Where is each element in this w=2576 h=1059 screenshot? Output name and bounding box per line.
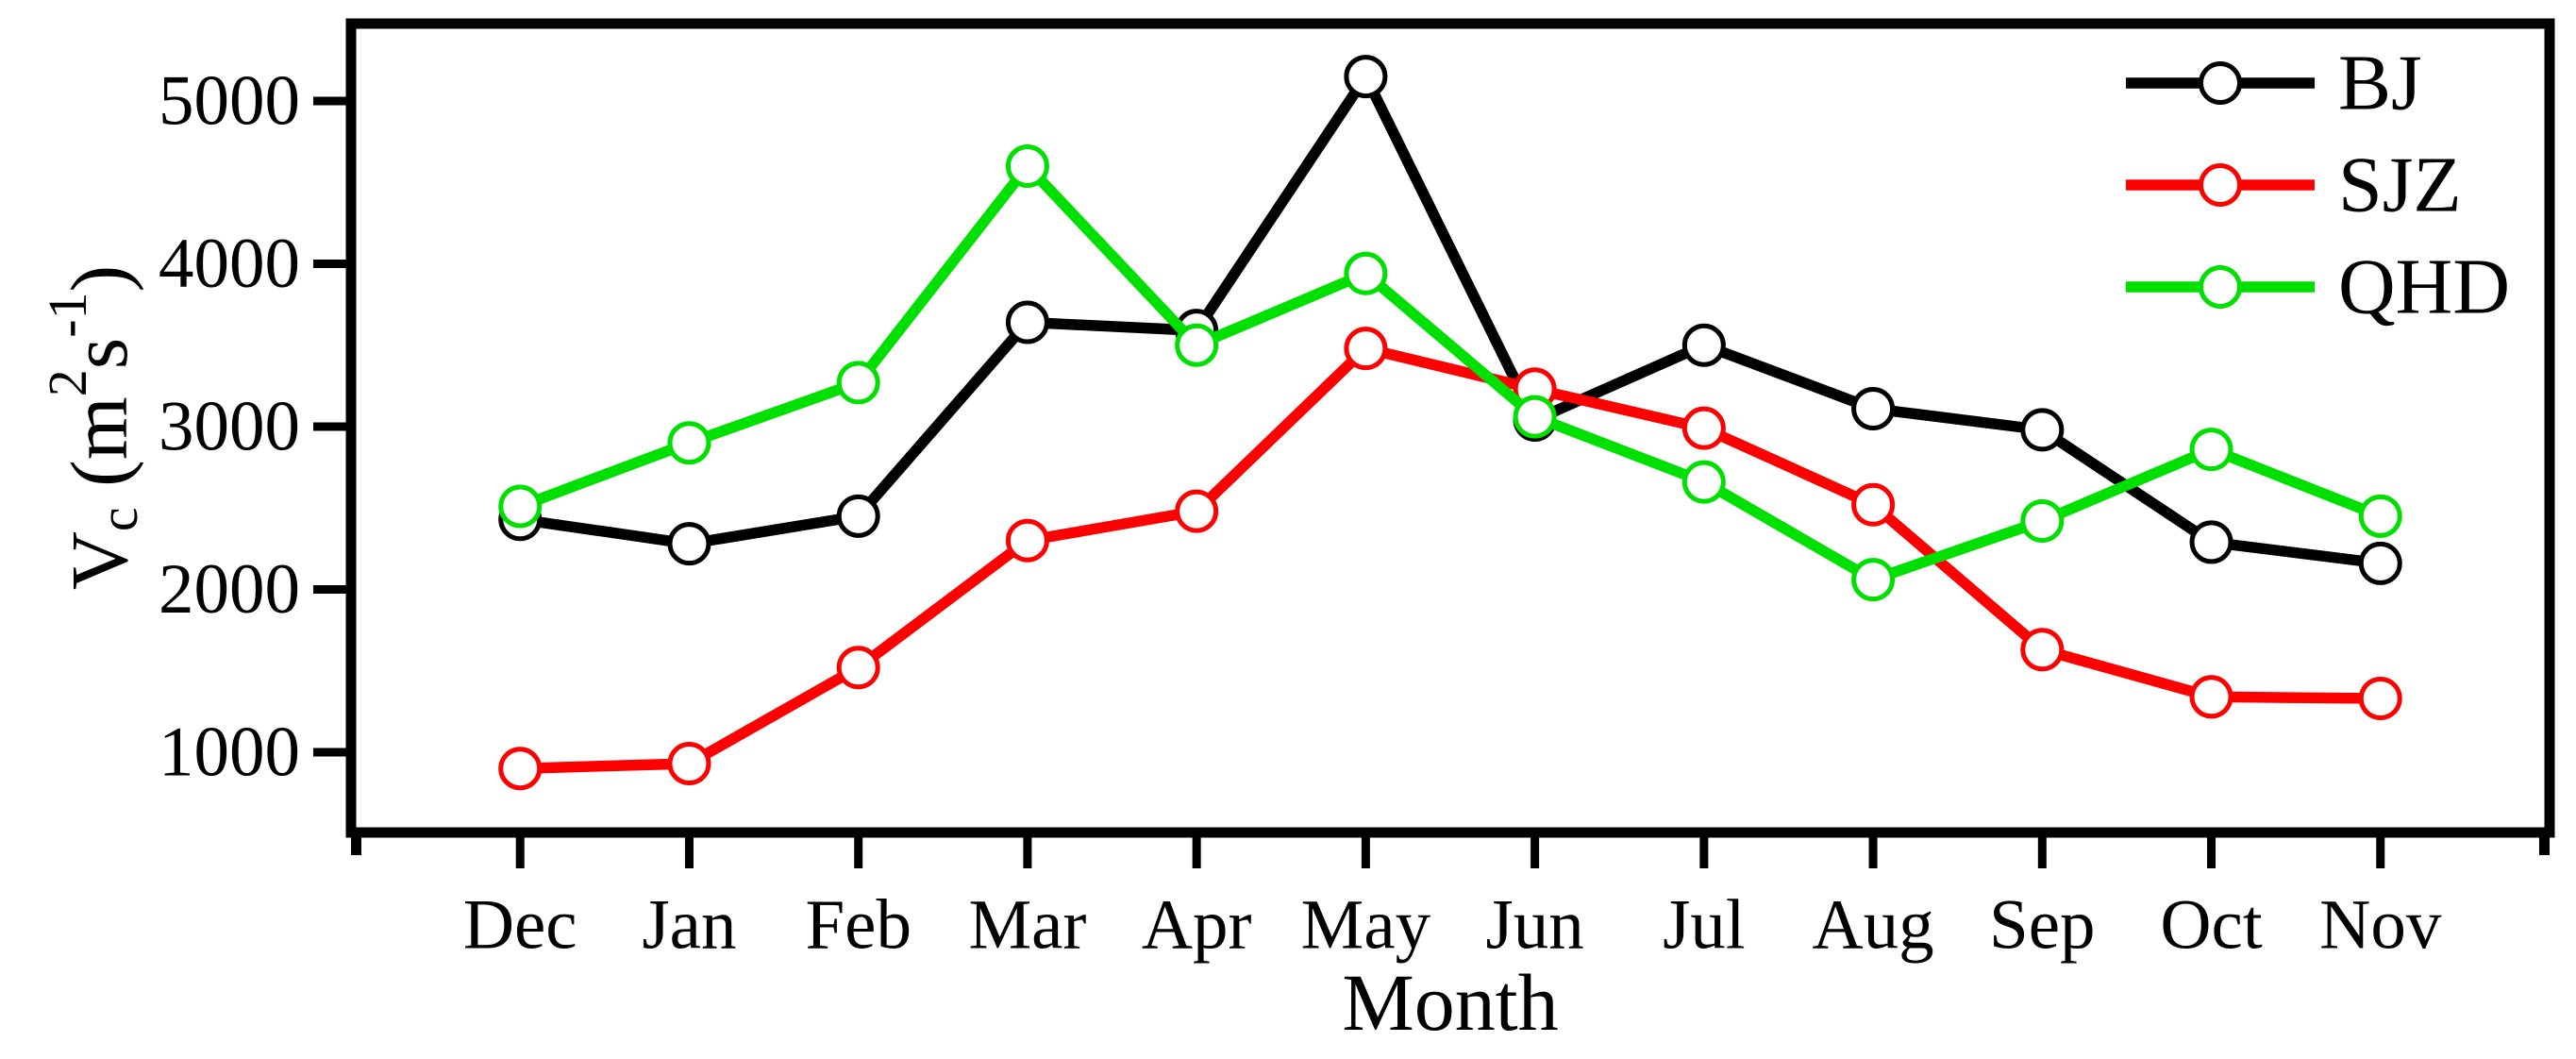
series-layer	[498, 55, 2402, 791]
marker-BJ-Aug	[1851, 386, 1896, 430]
y-axis-title-part: s	[54, 338, 144, 369]
marker-SJZ-Mar	[1005, 518, 1049, 563]
y-axis-title-part: 2	[37, 369, 98, 396]
marker-SJZ-Jul	[1681, 406, 1726, 450]
marker-SJZ-Oct	[2189, 675, 2233, 719]
marker-BJ-Sep	[2020, 408, 2065, 452]
x-tick-label: Jul	[1663, 886, 1746, 965]
x-tick-label: Feb	[805, 886, 912, 965]
x-axis: Dec Jan Feb Mar Apr May Jun Jul Aug Sep Oct Nov	[351, 832, 2550, 965]
axis-titles: Month Vc (m2s-1)	[37, 265, 1559, 1048]
legend-marker-QHD	[2199, 265, 2242, 309]
marker-SJZ-Jan	[667, 742, 711, 786]
y-tick-label: 3000	[159, 387, 300, 465]
series-line-SJZ	[520, 342, 2381, 774]
marker-BJ-Feb	[836, 494, 880, 538]
marker-QHD-Oct	[2189, 428, 2233, 472]
marker-SJZ-May	[1344, 327, 1388, 371]
y-axis-title: Vc (m2s-1)	[37, 265, 149, 590]
legend-label-BJ: BJ	[2338, 40, 2422, 127]
marker-SJZ-Nov	[2358, 677, 2402, 721]
y-tick-label: 1000	[159, 713, 300, 791]
marker-SJZ-Dec	[498, 747, 543, 791]
marker-QHD-Jan	[667, 421, 711, 465]
marker-QHD-Sep	[2020, 498, 2065, 543]
x-tick-label: May	[1301, 886, 1431, 965]
series-line-BJ	[519, 65, 2382, 569]
x-tick-label: Nov	[2319, 886, 2442, 965]
x-tick-label: Sep	[1989, 886, 2096, 965]
legend-label-SJZ: SJZ	[2338, 142, 2462, 229]
legend-label-QHD: QHD	[2338, 244, 2510, 331]
marker-BJ-May	[1344, 55, 1388, 99]
marker-SJZ-Aug	[1851, 482, 1896, 527]
x-tick-label: Jan	[642, 886, 736, 965]
marker-QHD-Dec	[498, 484, 543, 529]
marker-QHD-Jun	[1513, 395, 1557, 439]
x-tick-label: Mar	[968, 886, 1086, 965]
x-tick-label: Jun	[1486, 886, 1584, 965]
x-axis-title: Month	[1342, 957, 1558, 1048]
marker-BJ-Jul	[1681, 323, 1726, 367]
marker-QHD-Feb	[836, 361, 880, 405]
marker-BJ-Oct	[2189, 520, 2233, 564]
y-tick-label: 5000	[159, 61, 300, 140]
y-axis: 1000 2000 3000 4000 5000	[159, 61, 351, 791]
legend-marker-SJZ	[2199, 163, 2242, 207]
series-line-QHD	[518, 158, 2383, 586]
marker-SJZ-Feb	[836, 646, 880, 690]
marker-BJ-Mar	[1005, 300, 1049, 345]
y-axis-title-part: (m	[54, 396, 144, 507]
marker-SJZ-Sep	[2020, 628, 2065, 672]
legend: BJ SJZ QHD	[2126, 40, 2510, 331]
legend-marker-BJ	[2199, 61, 2242, 105]
marker-QHD-Apr	[1175, 323, 1219, 367]
y-axis-title-part: )	[54, 265, 144, 293]
marker-SJZ-Apr	[1175, 489, 1219, 533]
x-tick-label: Apr	[1142, 886, 1252, 965]
y-axis-title-part: c	[88, 507, 149, 531]
marker-QHD-Nov	[2358, 494, 2402, 538]
y-axis-title-part: -1	[37, 292, 98, 337]
marker-QHD-May	[1344, 251, 1388, 295]
marker-QHD-Jul	[1681, 460, 1726, 504]
y-axis-title-part: V	[54, 531, 144, 590]
x-tick-label: Dec	[463, 886, 577, 965]
x-tick-label: Oct	[2160, 886, 2262, 965]
marker-BJ-Nov	[2358, 541, 2402, 585]
marker-QHD-Aug	[1851, 558, 1896, 602]
marker-BJ-Jan	[667, 522, 711, 566]
y-tick-label: 2000	[159, 550, 300, 629]
x-tick-label: Aug	[1812, 886, 1933, 965]
marker-QHD-Mar	[1005, 143, 1049, 188]
y-tick-label: 4000	[159, 225, 300, 303]
